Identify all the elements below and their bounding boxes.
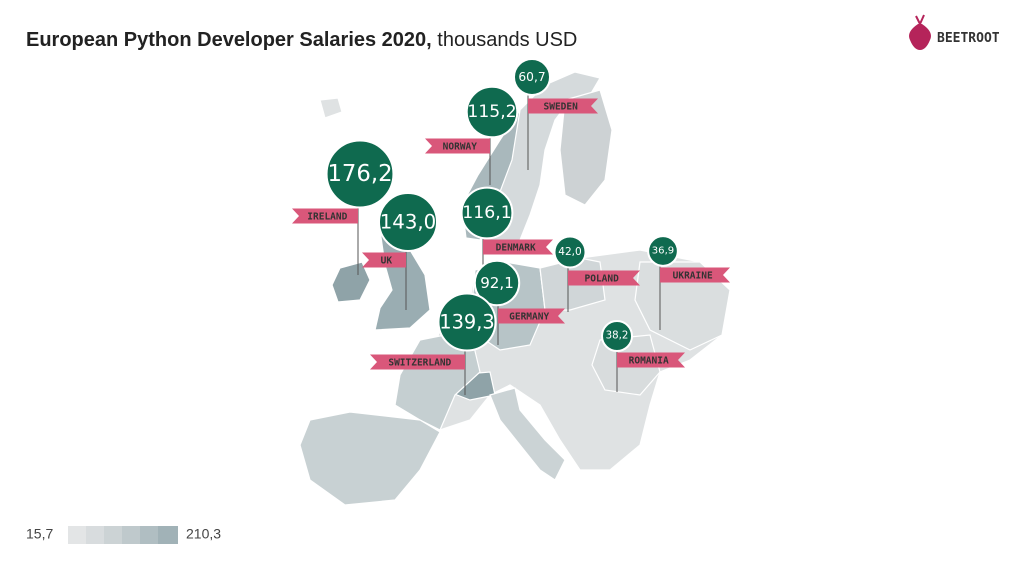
legend-step xyxy=(68,526,86,544)
iceland xyxy=(319,97,343,119)
salary-bubble xyxy=(460,186,514,240)
flag xyxy=(498,308,565,324)
italy xyxy=(489,387,566,481)
salary-label: 115,2 xyxy=(467,102,516,122)
salary-bubble xyxy=(647,235,679,267)
pins: SWEDEN 60,7 NORWAY 115,2 IRELAND 176,2 UK 143,0… xyxy=(292,57,730,395)
salary-bubble xyxy=(437,292,497,352)
country-label: UK xyxy=(381,256,393,267)
salary-label: 92,1 xyxy=(480,274,514,292)
flag xyxy=(483,239,553,255)
country-label: SWEDEN xyxy=(544,102,579,113)
salary-label: 38,2 xyxy=(606,331,629,342)
beet-icon xyxy=(909,24,931,50)
salary-label: 36,9 xyxy=(652,246,674,257)
flag xyxy=(568,270,640,286)
title-main: European Python Developer Salaries 2020, xyxy=(26,29,432,51)
salary-bubble xyxy=(553,235,587,269)
country-label: SWITZERLAND xyxy=(388,358,451,369)
salary-bubble xyxy=(473,259,521,307)
legend-min: 15,7 xyxy=(26,526,53,542)
salary-label: 176,2 xyxy=(327,161,392,187)
flag xyxy=(362,252,406,268)
flag xyxy=(370,354,465,370)
legend-step xyxy=(122,526,140,544)
salary-bubble xyxy=(377,191,439,253)
legend-step xyxy=(104,526,122,544)
country-label: IRELAND xyxy=(307,212,347,223)
iberia xyxy=(299,411,441,506)
brand-logo: BEETROOT xyxy=(909,14,1000,50)
country-label: DENMARK xyxy=(496,243,536,254)
country-label: NORWAY xyxy=(443,142,478,153)
salary-label: 60,7 xyxy=(518,70,545,84)
salary-label: 116,1 xyxy=(462,203,511,223)
salary-label: 143,0 xyxy=(380,211,436,234)
brand-name: BEETROOT xyxy=(937,31,1000,46)
flag xyxy=(528,98,598,114)
legend-step xyxy=(86,526,104,544)
flag xyxy=(292,208,358,224)
legend-step xyxy=(140,526,158,544)
ukraine xyxy=(634,261,731,351)
salary-bubble xyxy=(512,57,552,97)
salary-bubble xyxy=(600,319,634,353)
ireland xyxy=(331,261,371,303)
legend-step xyxy=(158,526,178,544)
salary-bubble xyxy=(325,139,395,209)
country-label: ROMANIA xyxy=(629,356,669,367)
legend: 15,7 210,3 xyxy=(26,526,221,544)
finland xyxy=(559,89,613,206)
country-label: POLAND xyxy=(585,274,620,285)
salary-label: 42,0 xyxy=(558,246,581,258)
salary-bubble xyxy=(465,85,519,139)
flag xyxy=(660,267,730,283)
country-label: UKRAINE xyxy=(673,271,713,282)
flag xyxy=(617,352,685,368)
title-unit: thousands USD xyxy=(437,29,577,51)
beet-leaf xyxy=(915,14,925,25)
flag xyxy=(425,138,490,154)
title: European Python Developer Salaries 2020,… xyxy=(26,29,577,51)
salary-label: 139,3 xyxy=(439,311,494,334)
country-label: GERMANY xyxy=(509,312,549,323)
legend-max: 210,3 xyxy=(186,526,221,542)
